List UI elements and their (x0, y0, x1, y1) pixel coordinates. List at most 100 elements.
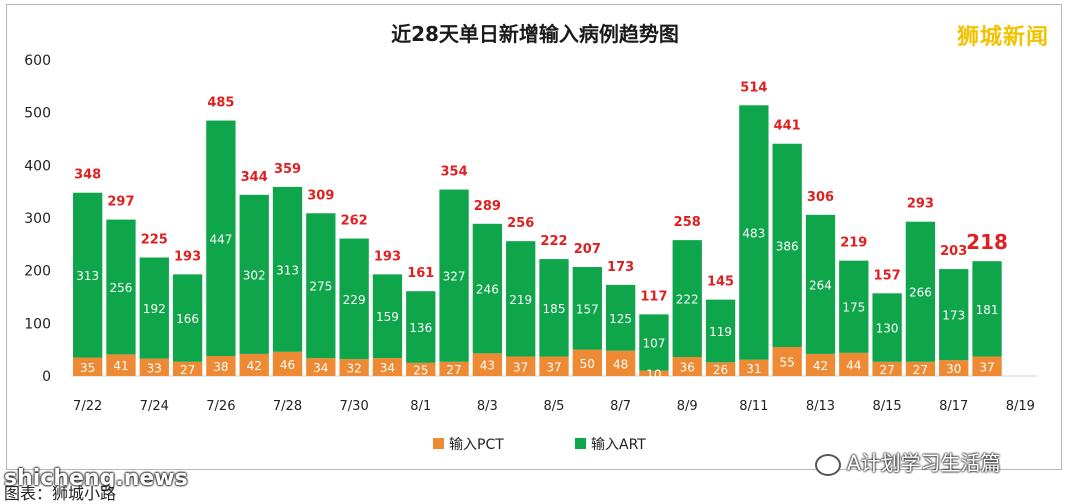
total-label: 207 (574, 242, 601, 257)
art-value-label: 192 (143, 302, 166, 316)
bar-art (139, 257, 169, 359)
art-value-label: 125 (609, 312, 632, 326)
total-label: 117 (640, 289, 667, 304)
bar-pct (739, 359, 769, 376)
pct-value-label: 37 (979, 360, 994, 374)
pct-value-label: 46 (280, 358, 295, 372)
wechat-watermark: A计划学习生活篇 (815, 447, 1001, 476)
pct-value-label: 42 (813, 359, 828, 373)
pct-value-label: 27 (446, 363, 461, 377)
pct-value-label: 48 (613, 357, 628, 371)
total-label: 258 (674, 215, 701, 230)
bar-art (372, 274, 403, 359)
bar-pct (605, 350, 636, 376)
pct-value-label: 31 (746, 362, 761, 376)
bar-art (472, 223, 503, 354)
art-value-label: 246 (476, 283, 499, 297)
chart-credit: 图表：狮城小路 (4, 484, 117, 503)
wechat-account-name: A计划学习生活篇 (847, 451, 1001, 475)
chart-frame: 近28天单日新增输入病例趋势图 0 100 200 300 400 500 600 35 313 3… (6, 4, 1062, 476)
total-label: 359 (274, 162, 301, 177)
pct-value-label: 55 (780, 356, 795, 370)
x-tick-label: 8/19 (1006, 399, 1035, 414)
bar-pct (639, 370, 669, 376)
pct-value-label: 27 (180, 363, 195, 377)
bar-pct (206, 355, 236, 376)
total-label: 256 (507, 216, 534, 231)
bar-art (206, 120, 236, 356)
art-value-label: 327 (443, 270, 466, 284)
bar-pct (872, 361, 902, 376)
bar-art (772, 143, 802, 348)
bar-art (672, 240, 702, 358)
art-value-label: 229 (343, 293, 366, 307)
bar-art (605, 284, 636, 351)
wechat-icon (815, 453, 841, 476)
x-tick-label: 8/1 (410, 399, 431, 414)
bar-pct (139, 358, 169, 376)
total-label: 485 (207, 96, 234, 111)
total-label: 203 (940, 244, 967, 259)
total-label-highlight: 218 (966, 230, 1008, 254)
art-value-label: 386 (776, 239, 799, 253)
total-label: 441 (774, 119, 801, 134)
x-tick-label: 7/24 (140, 399, 169, 414)
bar-pct (705, 362, 736, 376)
bar-pct (972, 356, 1002, 376)
art-value-label: 219 (509, 293, 532, 307)
source-logo: 狮城新闻 (956, 25, 1049, 50)
total-label: 293 (907, 197, 934, 212)
total-label: 354 (440, 165, 467, 180)
bar-pct (506, 356, 536, 376)
art-value-label: 302 (243, 268, 266, 282)
imported-cases-chart: 近28天单日新增输入病例趋势图0100200300400500600353133… (24, 22, 1037, 453)
art-value-label: 185 (543, 302, 566, 316)
art-value-label: 181 (976, 303, 999, 317)
chart-title: 近28天单日新增输入病例趋势图 (391, 22, 679, 46)
bar-art (406, 291, 436, 363)
bar-art (905, 221, 936, 362)
bar-art (172, 274, 203, 362)
total-label: 193 (174, 249, 201, 264)
pct-value-label: 43 (480, 359, 495, 373)
bar-pct (339, 359, 369, 376)
y-tick-label: 100 (24, 316, 51, 332)
pct-value-label: 37 (513, 360, 528, 374)
bar-pct (572, 349, 602, 376)
art-value-label: 136 (409, 321, 432, 335)
legend-label: 输入PCT (449, 437, 504, 453)
pct-value-label: 34 (313, 361, 328, 375)
art-value-label: 266 (909, 286, 932, 300)
bar-art (972, 261, 1002, 357)
bar-art (239, 194, 269, 354)
bar-pct (306, 358, 336, 376)
bar-pct (905, 361, 936, 376)
bar-pct (472, 353, 503, 376)
bar-pct (672, 357, 702, 376)
pct-value-label: 44 (846, 358, 861, 372)
y-tick-label: 500 (24, 106, 51, 122)
art-value-label: 222 (676, 293, 699, 307)
art-value-label: 119 (709, 325, 732, 339)
art-value-label: 159 (376, 310, 399, 324)
total-label: 225 (141, 233, 168, 248)
pct-value-label: 25 (413, 363, 428, 377)
pct-value-label: 10 (646, 367, 661, 381)
pct-value-label: 35 (80, 361, 95, 375)
bar-art (639, 314, 669, 371)
total-label: 222 (540, 234, 567, 249)
bar-art (705, 299, 736, 363)
total-label: 514 (740, 80, 767, 95)
y-tick-label: 300 (24, 211, 51, 227)
art-value-label: 447 (209, 232, 232, 246)
bar-pct (939, 360, 969, 376)
pct-value-label: 41 (113, 359, 128, 373)
art-value-label: 173 (942, 309, 965, 323)
pct-value-label: 32 (346, 362, 361, 376)
pct-value-label: 27 (879, 363, 894, 377)
total-label: 193 (374, 249, 401, 264)
total-label: 297 (107, 195, 134, 210)
total-label: 306 (807, 190, 834, 205)
bar-pct (439, 361, 469, 376)
bar-art (439, 189, 469, 362)
